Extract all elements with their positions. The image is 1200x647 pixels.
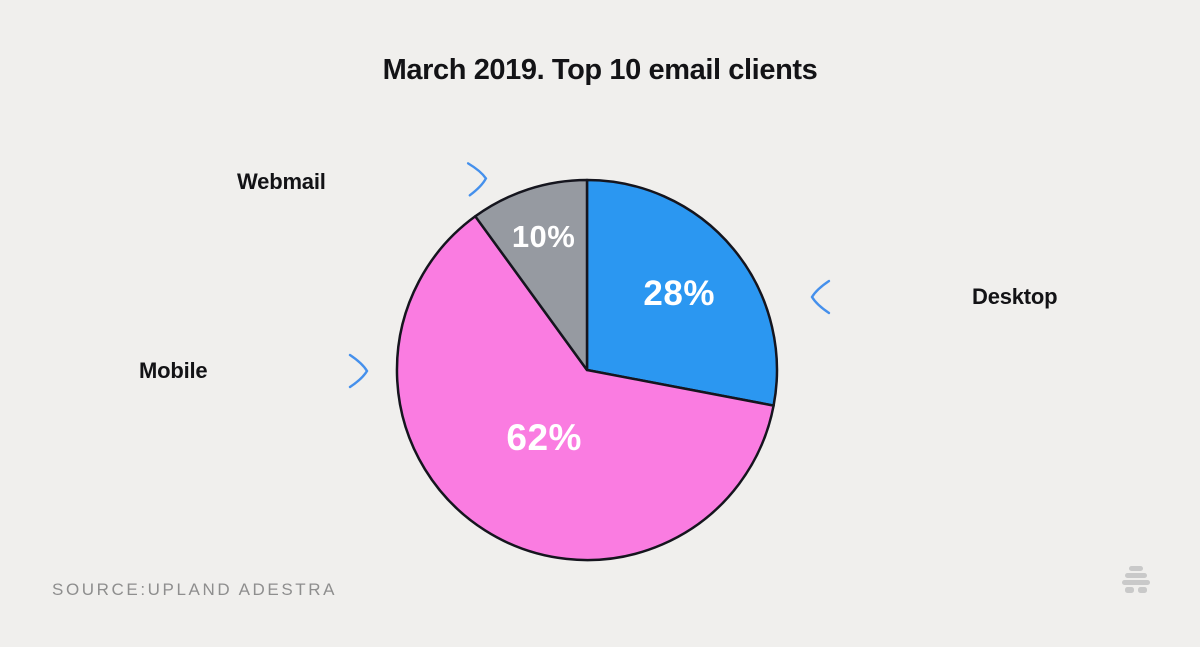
pie-percent-desktop: 28%	[643, 274, 715, 313]
source-caption: SOURCE:UPLAND ADESTRA	[52, 580, 338, 599]
webmail-label: Webmail	[237, 169, 326, 194]
webmail-arrow-icon	[345, 162, 487, 197]
chart-title: March 2019. Top 10 email clients	[382, 54, 818, 86]
beehive-logo-icon	[1122, 566, 1150, 593]
mobile-label: Mobile	[139, 358, 208, 383]
callout-webmail: Webmail	[237, 160, 492, 204]
callout-desktop: Desktop	[806, 275, 1058, 319]
desktop-arrow-icon	[810, 279, 953, 315]
pie-percent-webmail: 10%	[512, 219, 576, 254]
mobile-arrow-icon	[227, 353, 369, 389]
pie-slice-mobile	[395, 215, 775, 562]
pie-percent-mobile: 62%	[506, 417, 582, 458]
pie-slice-webmail	[474, 178, 589, 372]
callout-mobile: Mobile	[139, 349, 373, 393]
desktop-label: Desktop	[972, 284, 1058, 309]
pie-slice-desktop	[585, 178, 779, 407]
